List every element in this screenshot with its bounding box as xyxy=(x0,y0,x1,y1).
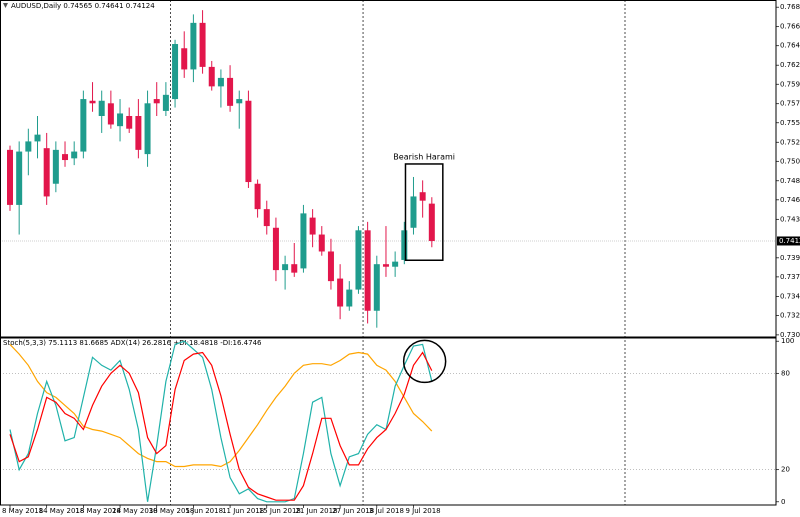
candle-body xyxy=(382,264,389,267)
candle-body xyxy=(236,99,243,104)
candle-body xyxy=(227,77,234,106)
indicator-title: Stoch(5,3,3) 75.1113 81.6685 ADX(14) 26.… xyxy=(3,339,262,347)
x-tick-label: 15 Jun 2018 xyxy=(259,507,301,515)
indicator-panel-frame xyxy=(0,337,777,506)
y-tick-label: 0.75745 xyxy=(780,100,800,108)
candle-body xyxy=(172,44,179,100)
candle-body xyxy=(117,113,124,127)
candle-body xyxy=(208,66,215,87)
indicator-line xyxy=(9,343,433,468)
candle-body xyxy=(162,94,169,111)
candle-body xyxy=(419,192,426,201)
candle-body xyxy=(34,134,41,142)
annotation-label: Bearish Harami xyxy=(393,152,455,161)
candle-body xyxy=(25,141,32,152)
candle-body xyxy=(327,251,334,282)
y-tick-label: 0.76200 xyxy=(780,61,800,69)
indicator-line xyxy=(9,351,433,501)
y-tick-label: 0.76655 xyxy=(780,23,800,31)
x-tick-label: 27 Jun 2018 xyxy=(332,507,374,515)
candle-body xyxy=(107,103,114,125)
x-tick-label: 8 May 2018 xyxy=(2,507,43,515)
candle-body xyxy=(52,149,59,184)
current-price-box xyxy=(777,236,800,246)
candle-body xyxy=(190,22,197,70)
candle-body xyxy=(80,99,87,152)
candle-body xyxy=(346,289,353,307)
candle-body xyxy=(153,99,160,104)
y-tick-label: 0 xyxy=(781,498,785,506)
candle-body xyxy=(337,278,344,307)
candle-body xyxy=(98,100,105,117)
y-tick-label: 0.73245 xyxy=(780,311,800,319)
y-tick-label: 0.75520 xyxy=(780,119,800,127)
current-price-label: 0.74124 xyxy=(779,237,800,245)
candle-body xyxy=(126,116,133,129)
y-tick-label: 80 xyxy=(781,369,790,377)
y-tick-label: 0.73700 xyxy=(780,273,800,281)
y-tick-label: 0.75065 xyxy=(780,157,800,165)
x-tick-label: 14 May 2018 xyxy=(39,507,85,515)
candle-body xyxy=(309,217,316,235)
y-tick-label: 0.75975 xyxy=(780,80,800,88)
x-tick-label: 9 Jul 2018 xyxy=(405,507,440,515)
candle-body xyxy=(245,100,252,183)
candle-body xyxy=(401,230,408,260)
candle-body xyxy=(71,151,78,159)
candle-body xyxy=(392,261,399,267)
y-tick-label: 0.76430 xyxy=(780,42,800,50)
candle-body xyxy=(217,77,224,87)
annotation-box xyxy=(404,163,444,261)
candle-body xyxy=(282,264,289,271)
y-tick-label: 0.73015 xyxy=(780,331,800,339)
x-tick-label: 11 Jun 2018 xyxy=(222,507,264,515)
x-tick-label: 5 Jun 2018 xyxy=(185,507,223,515)
symbol-icon xyxy=(3,3,8,8)
candle-body xyxy=(199,22,206,67)
candle-body xyxy=(364,230,371,311)
candle-body xyxy=(355,230,362,290)
y-tick-label: 20 xyxy=(781,466,790,474)
x-tick-label: 3 Jul 2018 xyxy=(369,507,404,515)
candle-body xyxy=(318,234,325,252)
x-tick-label: 21 Jun 2018 xyxy=(295,507,337,515)
y-tick-label: 0.74610 xyxy=(780,196,800,204)
candle-body xyxy=(410,196,417,228)
candle-body xyxy=(16,151,23,205)
price-panel-frame xyxy=(0,0,777,338)
x-tick-label: 18 May 2018 xyxy=(75,507,121,515)
y-tick-label: 0.76885 xyxy=(780,3,800,11)
candle-body xyxy=(272,227,279,271)
candle-body xyxy=(181,48,188,70)
y-tick-label: 100 xyxy=(781,337,794,345)
y-tick-label: 0.74835 xyxy=(780,177,800,185)
candle-body xyxy=(373,264,380,311)
candle-body xyxy=(135,116,142,150)
y-tick-label: 0.73925 xyxy=(780,254,800,262)
candle-body xyxy=(89,100,96,104)
candle-body xyxy=(263,209,270,227)
candle-body xyxy=(7,149,13,205)
annotation-circle xyxy=(402,339,447,384)
candle-body xyxy=(428,203,435,241)
y-tick-label: 0.73470 xyxy=(780,292,800,300)
chart-title: AUDUSD,Daily 0.74565 0.74641 0.74124 xyxy=(11,2,155,10)
candle-body xyxy=(300,213,307,269)
x-tick-label: 30 May 2018 xyxy=(149,507,195,515)
candle-body xyxy=(254,183,261,210)
candle-body xyxy=(43,148,50,197)
x-tick-label: 24 May 2018 xyxy=(112,507,158,515)
indicator-line xyxy=(9,340,433,503)
y-tick-label: 0.74380 xyxy=(780,215,800,223)
candle-body xyxy=(62,154,69,161)
candle-body xyxy=(144,103,151,155)
candle-body xyxy=(291,264,298,273)
y-tick-label: 0.75290 xyxy=(780,138,800,146)
